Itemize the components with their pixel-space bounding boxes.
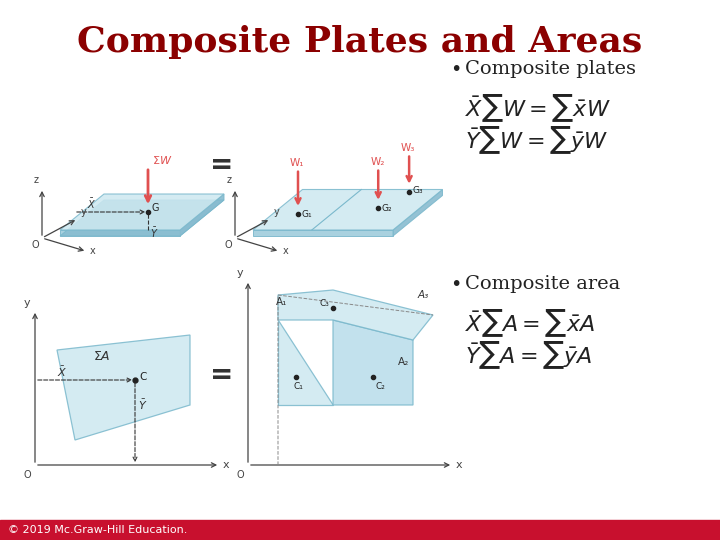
Text: $\bar{X}\sum W = \sum \bar{x}W$: $\bar{X}\sum W = \sum \bar{x}W$ <box>465 92 611 124</box>
Text: x: x <box>283 246 289 256</box>
Text: $\Sigma A$: $\Sigma A$ <box>93 350 111 363</box>
Text: $\bar{Y}$: $\bar{Y}$ <box>150 226 158 240</box>
Text: =: = <box>210 361 234 389</box>
Text: A₁: A₁ <box>276 297 287 307</box>
Text: O: O <box>32 240 39 250</box>
Text: G₁: G₁ <box>301 210 312 219</box>
Text: O: O <box>225 240 232 250</box>
Polygon shape <box>393 190 443 236</box>
Text: W₁: W₁ <box>290 158 305 168</box>
Polygon shape <box>278 290 433 340</box>
Text: © 2019 Mc.Graw-Hill Education.: © 2019 Mc.Graw-Hill Education. <box>8 525 187 535</box>
Text: G₂: G₂ <box>381 204 392 213</box>
Polygon shape <box>253 230 393 236</box>
Text: G: G <box>152 203 160 213</box>
Polygon shape <box>278 320 333 405</box>
Text: O: O <box>23 470 31 480</box>
Text: C₁: C₁ <box>294 382 304 391</box>
Text: C: C <box>139 372 146 382</box>
Text: x: x <box>456 460 463 470</box>
Polygon shape <box>60 194 224 230</box>
Polygon shape <box>180 194 224 236</box>
Text: $\bar{Y}\sum A = \sum \bar{y}A$: $\bar{Y}\sum A = \sum \bar{y}A$ <box>465 339 593 371</box>
Polygon shape <box>333 320 413 405</box>
Text: O: O <box>236 470 244 480</box>
Text: G₃: G₃ <box>412 186 423 194</box>
Polygon shape <box>253 190 443 230</box>
Text: $\bar{Y}\sum W = \sum \bar{y}W$: $\bar{Y}\sum W = \sum \bar{y}W$ <box>465 124 608 156</box>
Text: $\bar{X}\sum A = \sum \bar{x}A$: $\bar{X}\sum A = \sum \bar{x}A$ <box>465 307 595 339</box>
Text: W₂: W₂ <box>370 157 384 167</box>
Polygon shape <box>60 230 180 236</box>
Text: y: y <box>81 207 86 217</box>
Text: A₂: A₂ <box>398 357 409 367</box>
Text: $\Sigma W$: $\Sigma W$ <box>152 154 172 166</box>
Text: y: y <box>274 207 279 217</box>
Bar <box>0 520 720 540</box>
Text: C₃: C₃ <box>319 299 329 308</box>
Text: •: • <box>450 60 462 79</box>
Text: W₃: W₃ <box>401 143 415 153</box>
Text: C₂: C₂ <box>376 382 386 391</box>
Text: •: • <box>450 275 462 294</box>
Text: z: z <box>34 175 39 185</box>
Text: A₃: A₃ <box>418 290 429 300</box>
Polygon shape <box>57 335 190 440</box>
Text: $\bar{X}$: $\bar{X}$ <box>87 197 96 211</box>
Text: Composite plates: Composite plates <box>465 60 636 78</box>
Text: =: = <box>210 151 234 179</box>
Text: Composite Plates and Areas: Composite Plates and Areas <box>77 25 643 59</box>
Text: x: x <box>90 246 96 256</box>
Text: x: x <box>223 460 230 470</box>
Text: $\bar{X}$: $\bar{X}$ <box>57 365 67 379</box>
Text: y: y <box>23 298 30 308</box>
Text: $\bar{Y}$: $\bar{Y}$ <box>138 398 148 412</box>
Text: y: y <box>236 268 243 278</box>
Polygon shape <box>60 200 224 236</box>
Text: Composite area: Composite area <box>465 275 620 293</box>
Text: z: z <box>227 175 232 185</box>
